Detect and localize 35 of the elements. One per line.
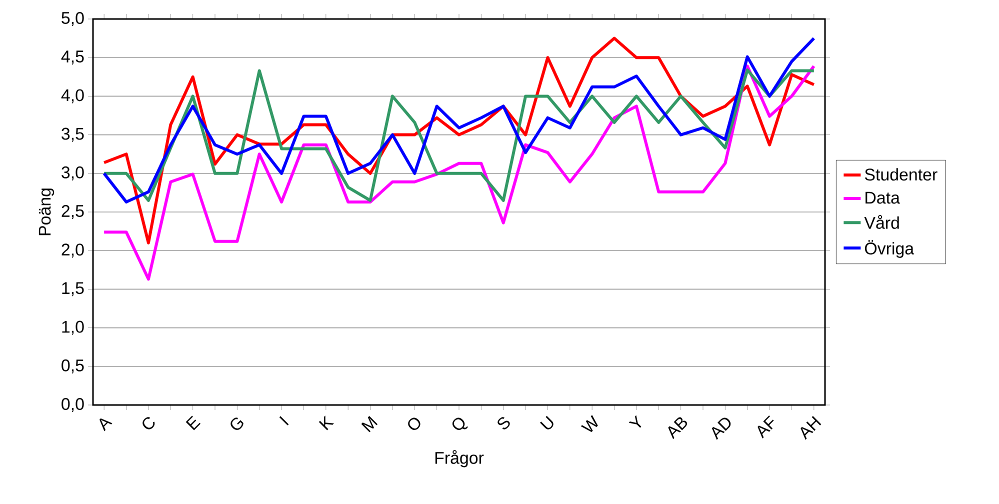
x-tick-label: S [498, 417, 510, 430]
x-tick-label: AB [668, 417, 688, 440]
x-tick-label: A [99, 418, 112, 432]
x-tick-label: I [279, 416, 289, 426]
y-tick-label: 3,5 [62, 128, 84, 142]
y-tick-label: 0,5 [62, 359, 84, 374]
y-tick-label: 3,0 [62, 166, 84, 180]
legend-label: Data [866, 192, 900, 204]
y-tick-label: 4,0 [61, 89, 84, 104]
y-tick-label: 0,0 [62, 398, 84, 412]
y-tick-label: 2,0 [62, 244, 84, 258]
y-tick-label: 1,0 [62, 320, 84, 335]
x-tick-label: E [186, 416, 201, 430]
y-axis-title: Poäng [38, 188, 54, 236]
legend-label: Studenter [864, 168, 938, 181]
y-tick-label: 4,5 [61, 50, 84, 65]
y-tick-label: 5,0 [62, 12, 84, 26]
x-tick-label: O [408, 418, 420, 430]
line-series [102, 36, 816, 204]
x-tick-label: K [318, 416, 334, 430]
legend-label: Övriga [864, 240, 914, 258]
x-tick-label: AD [712, 418, 731, 440]
x-tick-label: C [142, 417, 155, 430]
y-tick-label: 2,5 [62, 205, 84, 219]
y-tick-label: 1,5 [62, 282, 84, 296]
x-tick-label: Q [452, 418, 468, 430]
legend-label: Vård [864, 215, 899, 229]
x-tick-label: M [361, 416, 378, 432]
x-tick-label: U [540, 416, 554, 430]
x-tick-label: W [580, 415, 598, 432]
x-tick-label: Y [628, 415, 642, 428]
x-axis-title: Frågor [435, 450, 484, 468]
x-tick-label: AF [758, 415, 774, 439]
x-tick-label: G [230, 418, 244, 430]
x-tick-label: AH [800, 416, 822, 440]
